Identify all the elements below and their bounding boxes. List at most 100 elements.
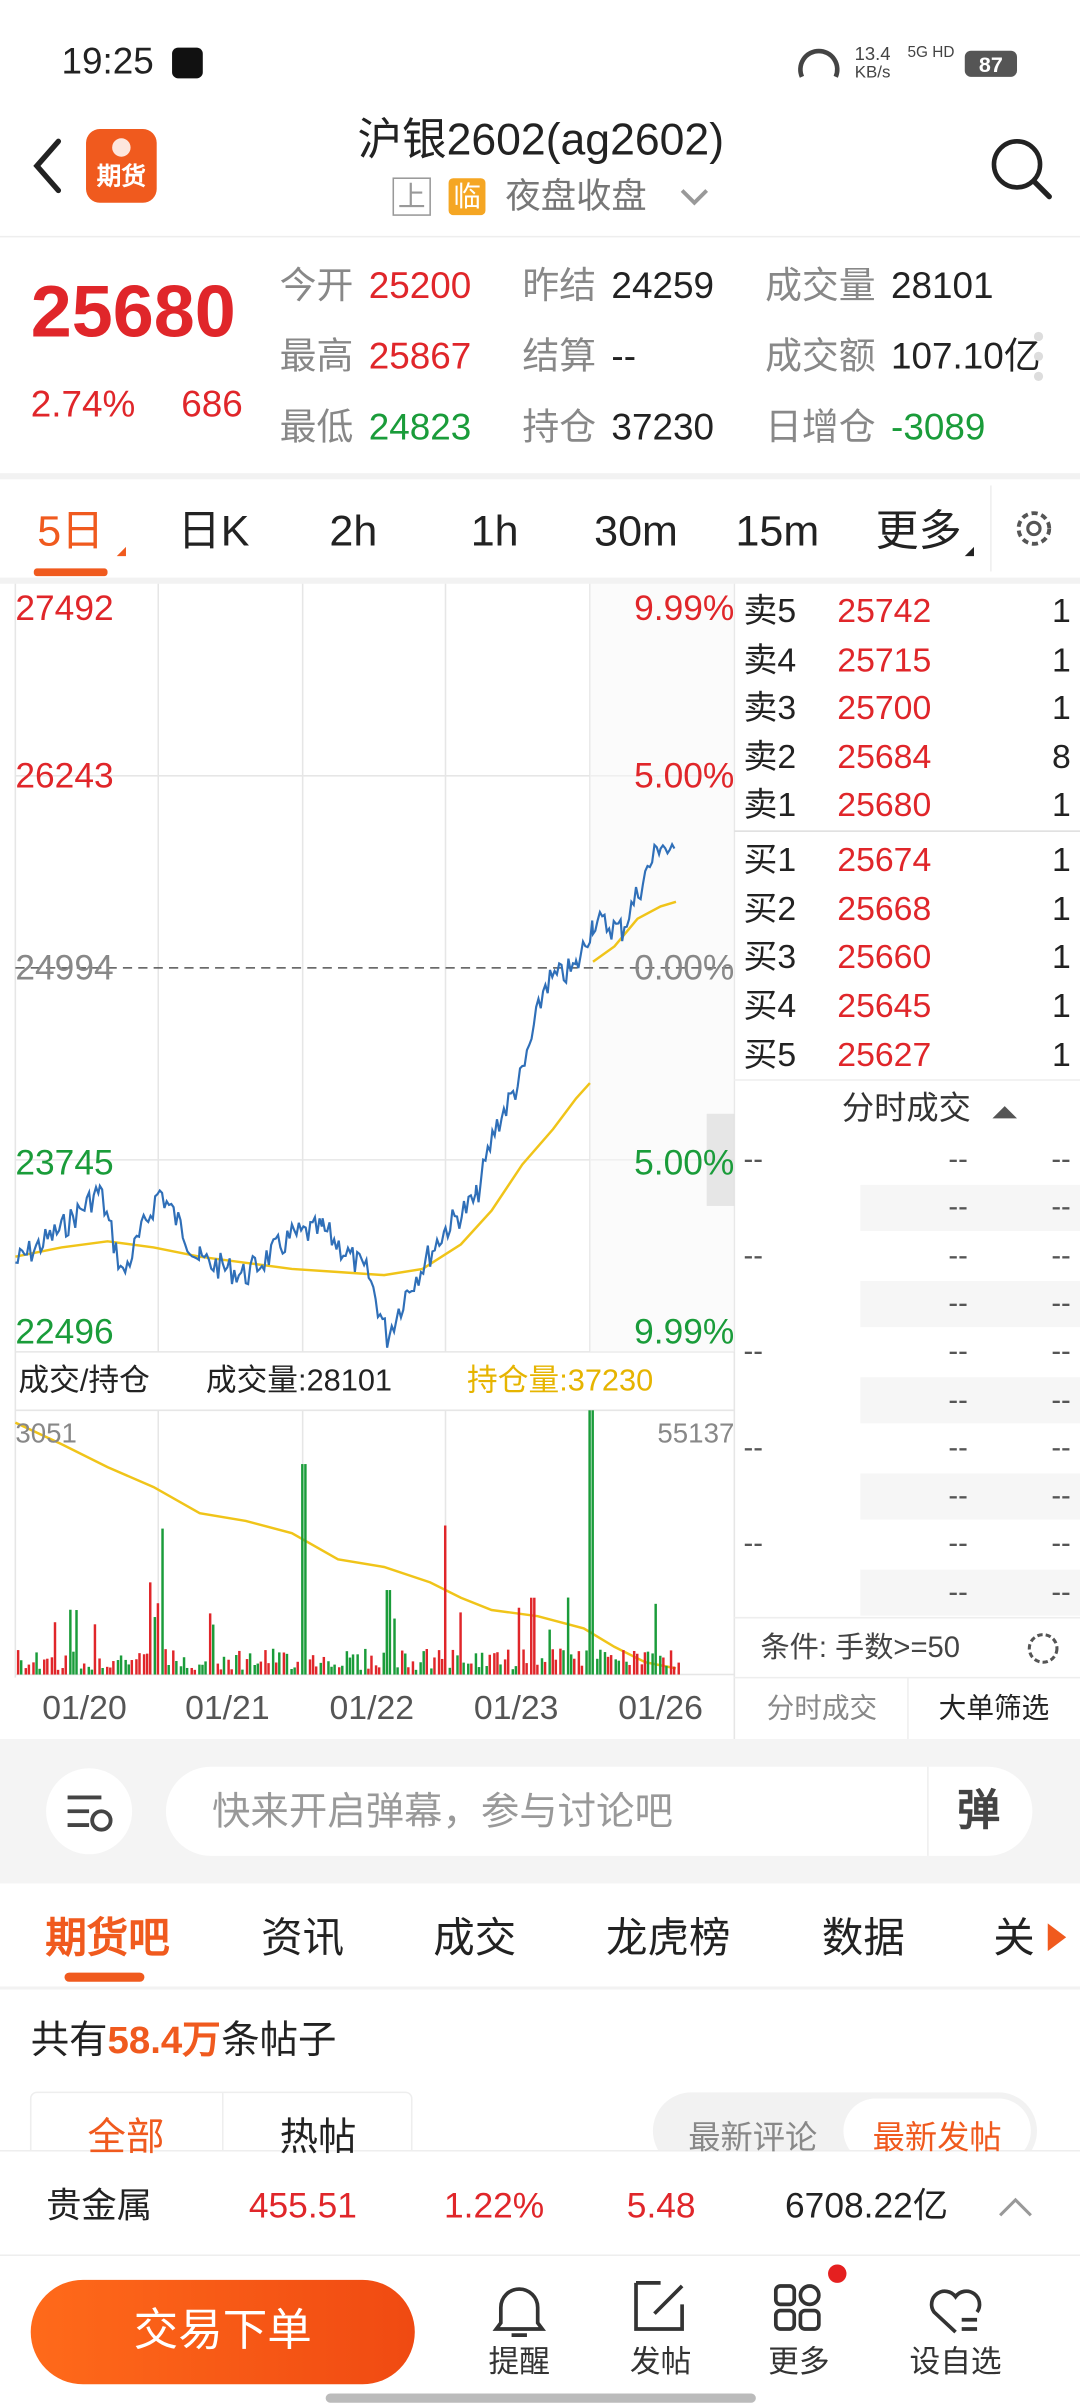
volume-bar: [493, 1653, 496, 1675]
book-price: 25715: [837, 640, 932, 680]
trade-button-label[interactable]: 交易下单: [133, 2306, 312, 2356]
volume-bar: [285, 1653, 289, 1675]
nav-label[interactable]: 发帖: [629, 2345, 692, 2380]
volume-bar: [319, 1662, 323, 1675]
period-tab[interactable]: 5日: [37, 506, 105, 555]
book-level: 卖4: [743, 640, 797, 680]
average-line: [15, 1082, 591, 1277]
volume-bar: [456, 1655, 459, 1675]
volume-bar: [569, 1654, 573, 1675]
volume-bar: [32, 1662, 35, 1675]
date-label: 01/26: [618, 1688, 703, 1727]
section-tab[interactable]: 龙虎榜: [606, 1914, 731, 1962]
post-sort[interactable]: 最新评论: [688, 2120, 818, 2157]
trades-tab[interactable]: 分时成交: [766, 1692, 878, 1724]
section-tab[interactable]: 成交: [433, 1914, 517, 1962]
pct-axis-label: 5.00%: [634, 1142, 735, 1183]
tab-indicator: [33, 568, 108, 577]
volume-bar: [388, 1590, 392, 1675]
trades-tab[interactable]: 大单筛选: [938, 1692, 1050, 1724]
field-value: 25867: [368, 336, 472, 378]
ticker-bar[interactable]: [0, 2150, 1080, 2256]
field-value: 24259: [611, 265, 714, 308]
volume-bar: [72, 1651, 75, 1675]
volume-bar: [222, 1656, 226, 1675]
volume-bar: [293, 1667, 296, 1675]
indicator-select[interactable]: 成交/持仓: [18, 1364, 150, 1399]
volume-bar: [654, 1603, 657, 1675]
nav-label[interactable]: 设自选: [909, 2345, 1002, 2380]
trade-cell: --: [1051, 1191, 1071, 1225]
nav-label[interactable]: 提醒: [488, 2345, 550, 2380]
volume-bar: [93, 1624, 97, 1675]
volume-bar: [193, 1669, 197, 1675]
volume-bar: [301, 1464, 304, 1675]
book-level: 卖3: [743, 688, 797, 727]
volume-bar: [145, 1653, 149, 1675]
trade-cell: --: [948, 1239, 968, 1273]
nav-icon[interactable]: [773, 2284, 821, 2331]
book-price: 25627: [837, 1035, 932, 1074]
post-sort[interactable]: 最新发帖: [872, 2120, 1002, 2157]
period-tab[interactable]: 1h: [470, 506, 519, 555]
date-label: 01/20: [42, 1688, 127, 1727]
ticker-change: 5.48: [626, 2185, 696, 2226]
section-tab[interactable]: 数据: [821, 1914, 905, 1962]
period-tab[interactable]: 2h: [329, 506, 378, 555]
volume-bar: [617, 1660, 621, 1675]
nav-label[interactable]: 更多: [768, 2345, 830, 2380]
change-pct: 2.74%: [30, 384, 136, 426]
search-button[interactable]: [991, 139, 1043, 190]
volume-label: 成交量:28101: [205, 1364, 393, 1399]
field-value: 28101: [891, 265, 994, 308]
trades-title[interactable]: 分时成交: [841, 1091, 971, 1127]
volume-bar: [496, 1652, 499, 1675]
volume-bar: [208, 1613, 212, 1675]
open-interest-line: [14, 1421, 677, 1670]
volume-bar: [274, 1662, 278, 1675]
volume-bar: [628, 1664, 631, 1675]
back-button[interactable]: [33, 138, 62, 194]
trade-cell: --: [1051, 1287, 1071, 1321]
volume-bar: [485, 1665, 488, 1675]
volume-bar: [248, 1653, 252, 1675]
tab-indicator: [64, 1972, 145, 1982]
comment-input[interactable]: [165, 1766, 1033, 1856]
danmaku-toggle[interactable]: 弹: [957, 1786, 1001, 1835]
volume-bar: [164, 1649, 167, 1675]
period-tab[interactable]: 更多: [875, 506, 962, 555]
volume-bar: [330, 1666, 333, 1675]
volume-bar: [167, 1665, 170, 1675]
dropdown-icon[interactable]: [680, 189, 709, 206]
volume-bar: [562, 1650, 565, 1675]
settings-button[interactable]: [1016, 511, 1052, 546]
comment-placeholder[interactable]: 快来开启弹幕，参与讨论吧: [212, 1790, 673, 1834]
trade-button[interactable]: [30, 2279, 415, 2385]
section-tab[interactable]: 关: [993, 1914, 1035, 1962]
book-price: 25684: [837, 737, 932, 776]
post-filter[interactable]: 全部: [87, 2116, 165, 2160]
app-icon: [172, 47, 203, 79]
volume-bar: [182, 1657, 186, 1675]
book-level: 买2: [743, 889, 797, 928]
oi-label: 持仓量:37230: [467, 1364, 654, 1399]
section-tab[interactable]: 期货吧: [45, 1914, 170, 1962]
volume-bar: [448, 1667, 452, 1675]
net-speed-unit: KB/s: [854, 63, 891, 83]
book-level: 买4: [743, 986, 797, 1025]
volume-bar: [525, 1663, 528, 1675]
row-bg: [860, 1569, 1080, 1616]
book-qty: 1: [1051, 937, 1071, 976]
nav-icon[interactable]: [492, 2287, 546, 2337]
volume-bar: [161, 1528, 164, 1675]
nav-icon[interactable]: [929, 2289, 982, 2334]
period-tab[interactable]: 15m: [735, 506, 820, 555]
period-tab[interactable]: 30m: [594, 506, 678, 555]
post-filter[interactable]: 热帖: [279, 2116, 357, 2160]
section-tab[interactable]: 资讯: [261, 1914, 345, 1962]
period-tab[interactable]: 日K: [177, 506, 250, 555]
volume-bar: [127, 1664, 130, 1675]
nav-icon[interactable]: [634, 2281, 684, 2331]
book-qty: 1: [1051, 591, 1071, 630]
